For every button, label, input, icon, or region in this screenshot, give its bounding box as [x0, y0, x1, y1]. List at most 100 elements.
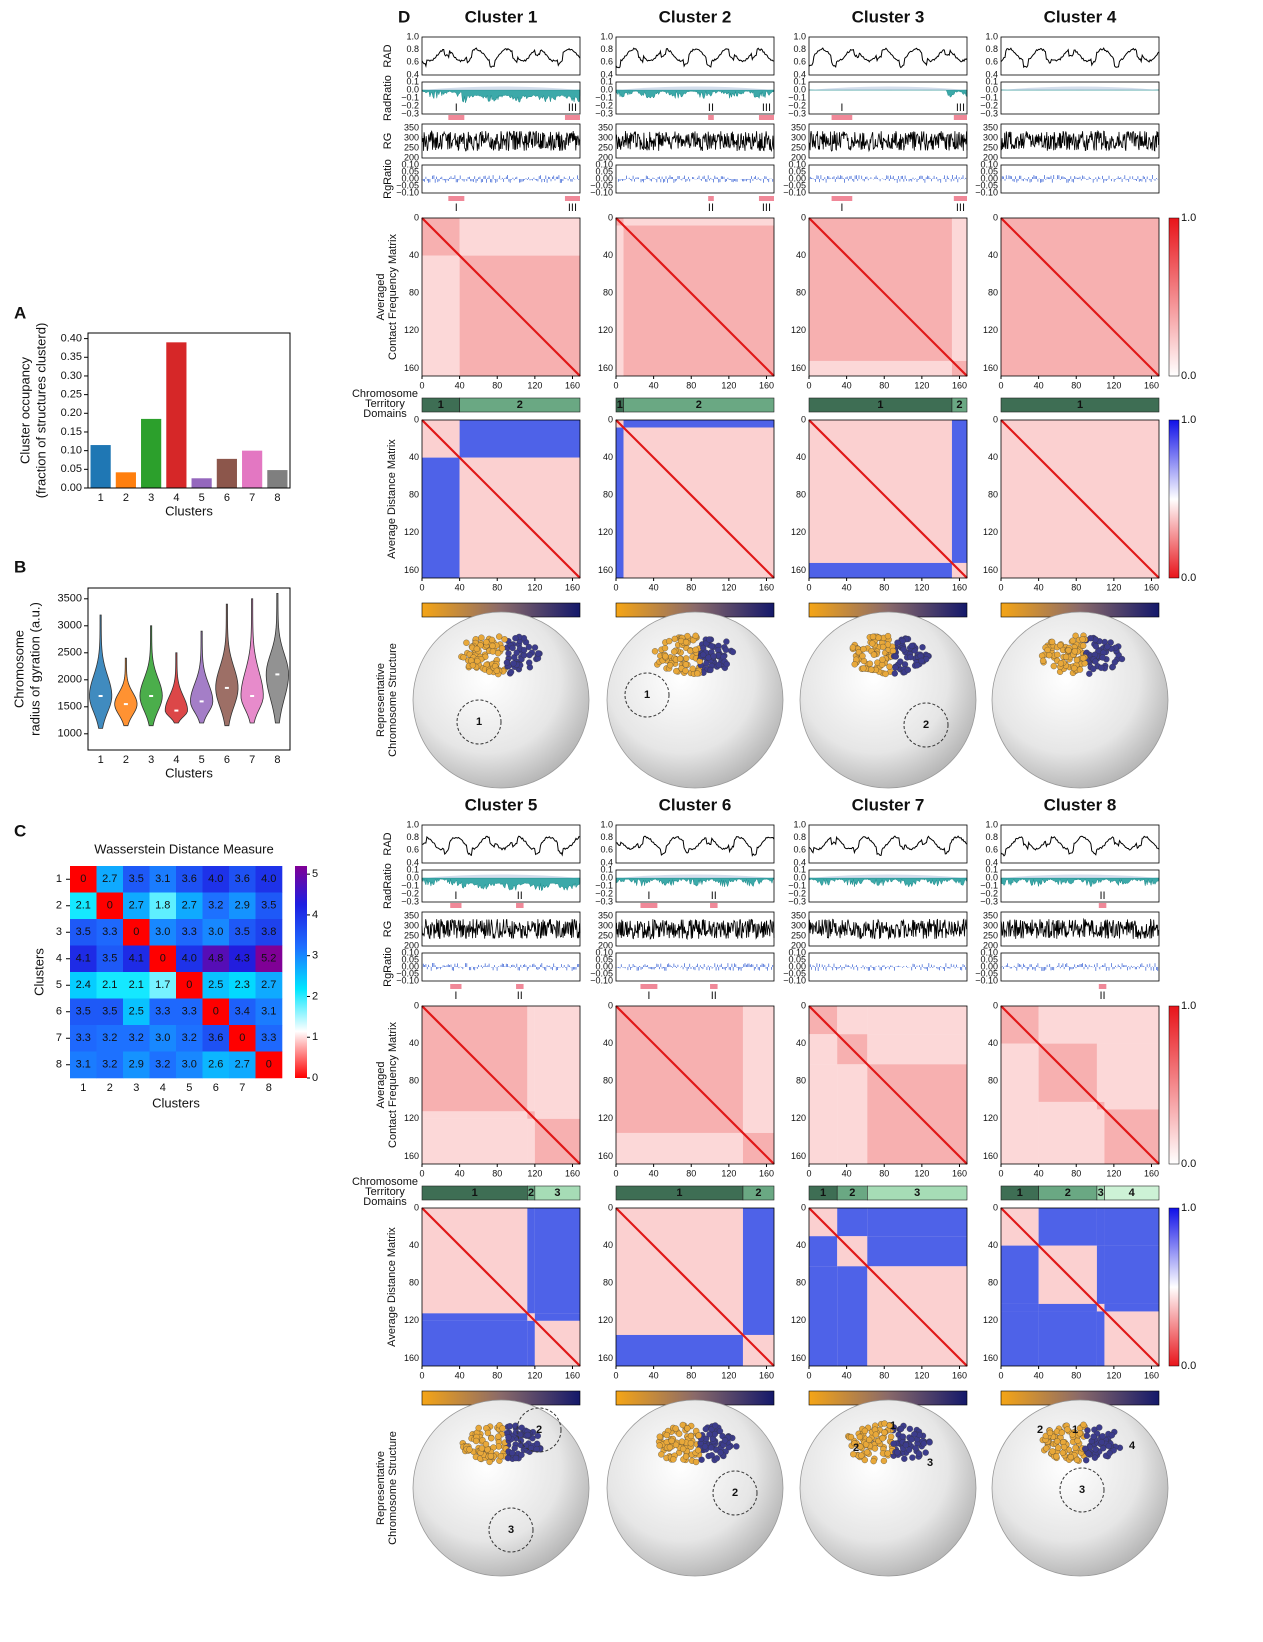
track-tick-label: 300 — [791, 132, 806, 142]
chromatin-bead — [502, 636, 508, 642]
chromatin-bead — [673, 1442, 679, 1448]
y-tick-label: 80 — [603, 288, 613, 298]
region-bar — [1099, 903, 1107, 908]
chromatin-bead — [657, 1443, 663, 1449]
chromatin-bead — [708, 667, 714, 673]
region-label: III — [956, 202, 965, 214]
chromatin-bead — [706, 637, 712, 643]
chromatin-bead — [871, 652, 877, 658]
y-tick-label: 6 — [56, 1006, 62, 1018]
chromatin-bead — [673, 668, 679, 674]
chromatin-bead — [723, 647, 729, 653]
chromatin-bead — [709, 643, 715, 649]
y-tick-label: 160 — [404, 363, 419, 373]
chromatin-bead — [687, 648, 693, 654]
region-bar — [450, 903, 461, 908]
y-tick-label: 0.25 — [61, 389, 82, 401]
x-tick-label: 80 — [1071, 1168, 1081, 1178]
domain-segment-label: 2 — [849, 1187, 855, 1199]
y-tick-label: 40 — [603, 452, 613, 462]
chromatin-bead — [505, 1434, 511, 1440]
chromatin-bead — [695, 1447, 701, 1453]
chromatin-bead — [505, 1455, 511, 1461]
domain-annotation: 1 — [476, 716, 482, 728]
y-tick-label: 80 — [409, 1278, 419, 1288]
cell-label: 3.5 — [102, 1006, 117, 1018]
x-tick-label: 160 — [565, 582, 580, 592]
x-tick-label: 6 — [224, 492, 230, 504]
matrix-block — [460, 218, 580, 256]
domain-segment-label: 3 — [1098, 1187, 1104, 1199]
chromatin-bead — [662, 645, 668, 651]
y-tick-label: 120 — [983, 1315, 998, 1325]
x-tick-label: 160 — [952, 582, 967, 592]
chromatin-bead — [1098, 665, 1104, 671]
chromatin-bead — [1109, 1432, 1115, 1438]
chromatin-bead — [672, 636, 678, 642]
y-tick-label: 120 — [404, 1315, 419, 1325]
y-tick-label: 0.35 — [61, 351, 82, 363]
colorbar-tick-label: 0.0 — [1181, 1158, 1196, 1170]
y-tick-label: 0.20 — [61, 407, 82, 419]
x-tick-label: 0 — [998, 582, 1003, 592]
chromatin-bead — [499, 645, 505, 651]
x-tick-label: 2 — [123, 492, 129, 504]
y-axis-label: Cluster occupancy — [17, 357, 32, 464]
matrix-block — [527, 1321, 535, 1366]
y-tick-label: 80 — [988, 1076, 998, 1086]
y-tick-label: 40 — [796, 452, 806, 462]
y-tick-label: 40 — [796, 1038, 806, 1048]
cell-label: 3.4 — [235, 1006, 250, 1018]
matrix-label: Contact Frequency Matrix — [387, 234, 399, 360]
x-tick-label: 0 — [806, 1370, 811, 1380]
x-tick-label: 40 — [649, 582, 659, 592]
chromatin-bead — [898, 1426, 904, 1432]
x-tick-label: 0 — [419, 1370, 424, 1380]
track-tick-label: −0.3 — [401, 108, 419, 118]
domain-segment-label: 2 — [755, 1187, 761, 1199]
matrix-block — [1097, 1246, 1105, 1304]
region-bar — [710, 984, 718, 989]
track-tick-label: 0.6 — [406, 845, 419, 855]
track-tick-label: 250 — [404, 930, 419, 940]
figure: A0.000.050.100.150.200.250.300.350.40123… — [0, 0, 1263, 1642]
cell-label: 2.7 — [102, 873, 117, 885]
chromatin-bead — [1057, 642, 1063, 648]
chromatin-bead — [1080, 643, 1086, 649]
region-label: I — [840, 102, 843, 114]
chromatin-bead — [490, 643, 496, 649]
x-tick-label: 8 — [274, 492, 280, 504]
track-tick-label: 250 — [791, 930, 806, 940]
chromatin-bead — [914, 662, 920, 668]
track-tick-label: 350 — [791, 910, 806, 920]
matrix-block — [1104, 1102, 1159, 1110]
cell-label: 1.8 — [155, 900, 170, 912]
bar — [91, 445, 111, 488]
x-tick-label: 120 — [1106, 582, 1121, 592]
track-label: RadRatio — [382, 863, 394, 909]
x-tick-label: 80 — [492, 380, 502, 390]
chromatin-bead — [484, 1446, 490, 1452]
chromatin-bead — [683, 655, 689, 661]
matrix-block — [1104, 1246, 1159, 1304]
chromatin-bead — [684, 1425, 690, 1431]
y-tick-label: 160 — [791, 1353, 806, 1363]
chromatin-bead — [1082, 1446, 1088, 1452]
chromatin-bead — [664, 1432, 670, 1438]
colorbar — [1169, 420, 1179, 578]
chromatin-bead — [694, 671, 700, 677]
x-tick-label: 40 — [649, 1168, 659, 1178]
y-tick-label: 3 — [56, 926, 62, 938]
chromatin-bead — [488, 1453, 494, 1459]
x-tick-label: 5 — [199, 754, 205, 766]
track-tick-label: −0.3 — [595, 108, 613, 118]
y-tick-label: 40 — [988, 452, 998, 462]
chromatin-bead — [1093, 643, 1099, 649]
chromatin-bead — [921, 1441, 927, 1447]
bar — [141, 419, 161, 488]
x-tick-label: 80 — [879, 1370, 889, 1380]
cell-label: 3.1 — [261, 1006, 276, 1018]
bar — [166, 342, 186, 488]
track-tick-label: 250 — [404, 142, 419, 152]
matrix-block — [952, 420, 967, 563]
